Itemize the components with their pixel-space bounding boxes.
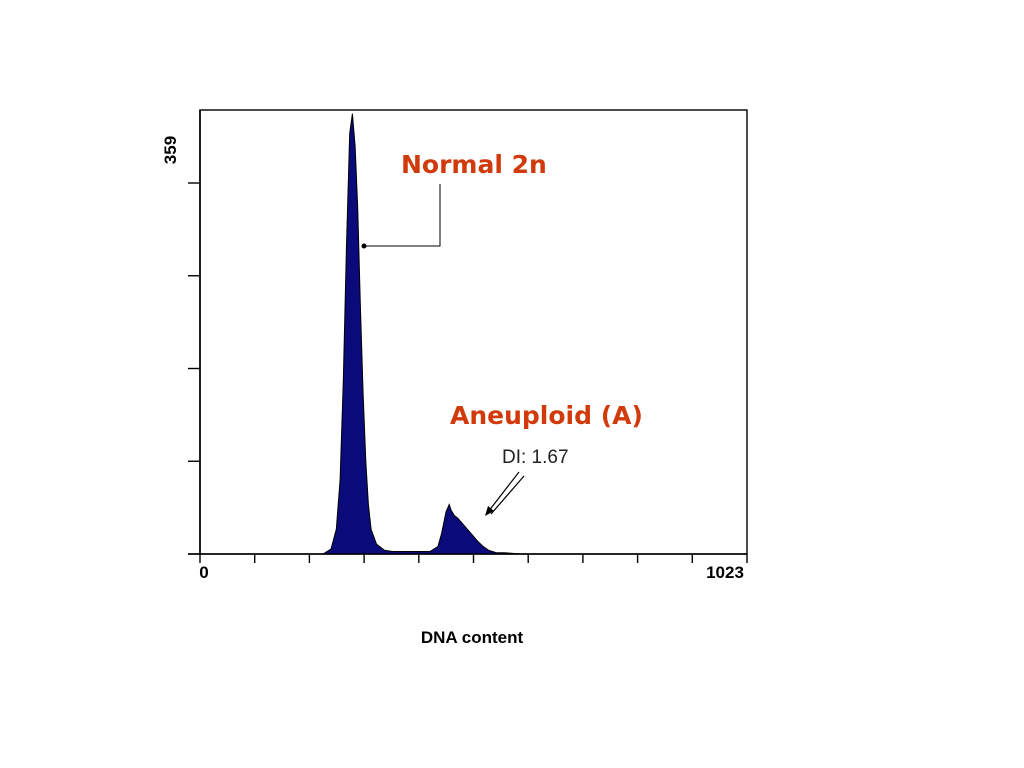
annotation-aneuploid: Aneuploid (A) DI: 1.67: [450, 401, 643, 516]
histogram-series: [200, 113, 747, 555]
annotation-normal-2n-leader: [364, 184, 441, 247]
plot-area: [188, 109, 748, 563]
annotation-di-arrow-line: [487, 471, 520, 513]
annotation-normal-2n-label: Normal 2n: [401, 150, 547, 179]
plot-frame: [199, 109, 748, 555]
annotation-normal-2n: Normal 2n: [361, 150, 547, 249]
x-tick-label-min: 0: [199, 563, 208, 582]
annotation-di-arrow-line: [490, 475, 525, 515]
x-axis-title: DNA content: [421, 628, 524, 647]
x-axis-ticks: [199, 554, 748, 563]
annotation-di-label: DI: 1.67: [502, 447, 569, 468]
y-tick-label-max: 359: [161, 136, 180, 164]
x-tick-label-max: 1023: [706, 563, 744, 582]
y-axis-ticks: [188, 182, 200, 555]
annotation-aneuploid-label: Aneuploid (A): [450, 401, 643, 430]
annotation-di-arrowhead: [485, 506, 494, 516]
annotation-normal-2n-point: [361, 243, 367, 249]
